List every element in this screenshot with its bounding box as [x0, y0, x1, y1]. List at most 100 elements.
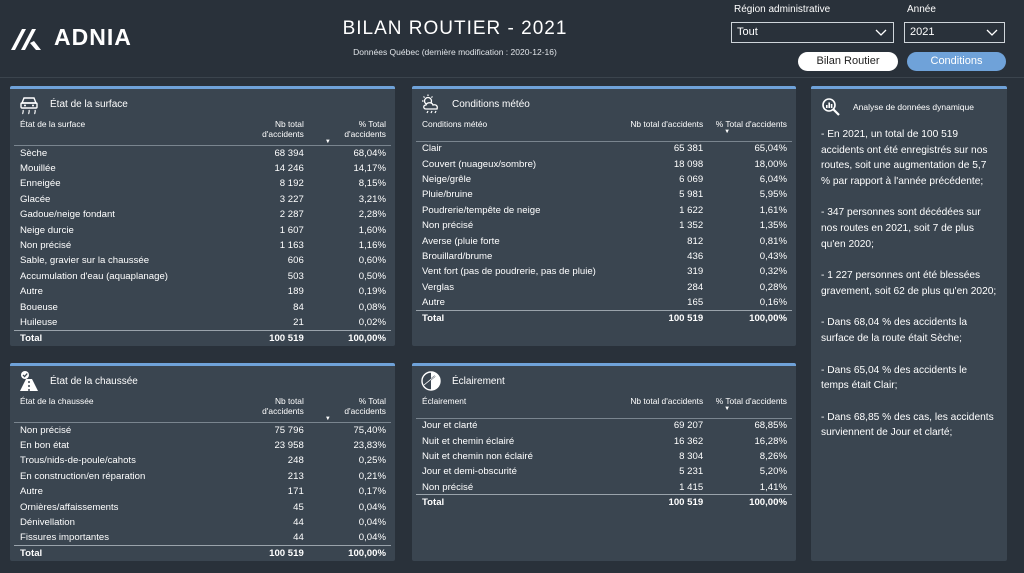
table-row[interactable]: Accumulation d'eau (aquaplanage) 503 0,50%	[14, 269, 391, 284]
row-label: Vent fort (pas de poudrerie, pas de plui…	[422, 266, 596, 278]
row-label: Nuit et chemin éclairé	[422, 435, 515, 447]
column-header[interactable]: État de la surface	[14, 119, 226, 146]
row-count: 75 796	[274, 424, 304, 436]
row-count: 44	[293, 517, 304, 529]
analysis-title: Analyse de données dynamique	[853, 102, 974, 112]
table-row[interactable]: Non précisé 75 796 75,40%	[14, 423, 391, 438]
table-row[interactable]: Trous/nids-de-poule/cahots 248 0,25%	[14, 453, 391, 468]
row-label: Total	[416, 309, 623, 326]
meteo-card: Conditions météo Conditions météo Nb tot…	[412, 86, 796, 346]
sort-desc-icon: ▼	[724, 129, 731, 135]
table-row[interactable]: En construction/en réparation 213 0,21%	[14, 469, 391, 484]
row-percent: 100,00%	[708, 494, 792, 511]
row-label: Brouillard/brume	[422, 250, 493, 262]
row-count: 248	[287, 455, 304, 467]
row-percent: 0,81%	[759, 235, 787, 247]
chaussee-table: État de la chaussée Nb total d'accidents…	[14, 396, 391, 562]
road-check-icon	[20, 371, 38, 391]
table-row[interactable]: Nuit et chemin éclairé 16 362 16,28%	[416, 433, 792, 448]
column-header[interactable]: % Total d'accidents ▼	[308, 119, 391, 146]
table-row[interactable]: Ornières/affaissements 45 0,04%	[14, 499, 391, 514]
row-count: 44	[293, 532, 304, 544]
analysis-paragraph: - Dans 68,04 % des accidents la surface …	[821, 317, 968, 344]
column-header[interactable]: Nb total d'accidents	[622, 119, 709, 142]
table-row[interactable]: Non précisé 1 163 1,16%	[14, 238, 391, 253]
table-row[interactable]: Non précisé 1 352 1,35%	[416, 218, 792, 233]
row-percent: 0,02%	[358, 316, 386, 328]
region-select[interactable]: Tout	[731, 22, 894, 43]
row-label: Verglas	[422, 281, 454, 293]
column-header[interactable]: Conditions météo	[416, 119, 623, 142]
table-row[interactable]: Jour et demi-obscurité 5 231 5,20%	[416, 464, 792, 479]
column-header[interactable]: Éclairement	[416, 396, 623, 419]
row-percent: 100,00%	[308, 545, 391, 562]
table-row[interactable]: Glacée 3 227 3,21%	[14, 192, 391, 207]
eclairement-table: Éclairement Nb total d'accidents % Total…	[416, 396, 792, 511]
column-header[interactable]: % Total d'accidents ▼	[708, 119, 792, 142]
year-select[interactable]: 2021	[904, 22, 1005, 43]
table-row[interactable]: Dénivellation 44 0,04%	[14, 515, 391, 530]
row-label: Total	[14, 329, 226, 346]
weather-icon	[422, 94, 438, 114]
analysis-icon	[822, 98, 840, 116]
table-row[interactable]: Pluie/bruine 5 981 5,95%	[416, 187, 792, 202]
row-label: Jour et demi-obscurité	[422, 466, 517, 478]
table-row[interactable]: Clair 65 381 65,04%	[416, 141, 792, 156]
table-row[interactable]: Fissures importantes 44 0,04%	[14, 530, 391, 545]
table-row[interactable]: En bon état 23 958 23,83%	[14, 438, 391, 453]
row-label: Clair	[422, 143, 442, 155]
row-label: En bon état	[20, 440, 70, 452]
conditions-button[interactable]: Conditions	[907, 52, 1006, 71]
table-row[interactable]: Autre 189 0,19%	[14, 284, 391, 299]
table-row[interactable]: Neige durcie 1 607 1,60%	[14, 222, 391, 237]
table-row[interactable]: Vent fort (pas de poudrerie, pas de plui…	[416, 264, 792, 279]
column-header[interactable]: % Total d'accidents ▼	[708, 396, 792, 419]
table-total-row: Total 100 519 100,00%	[416, 309, 792, 326]
table-row[interactable]: Enneigée 8 192 8,15%	[14, 176, 391, 191]
row-percent: 14,17%	[353, 163, 386, 175]
row-label: Non précisé	[20, 424, 72, 436]
row-count: 5 981	[679, 189, 704, 201]
row-percent: 5,95%	[759, 189, 787, 201]
table-row[interactable]: Poudrerie/tempête de neige 1 622 1,61%	[416, 203, 792, 218]
column-header[interactable]: Nb total d'accidents	[622, 396, 709, 419]
bilan-routier-button[interactable]: Bilan Routier	[798, 52, 898, 71]
table-row[interactable]: Sable, gravier sur la chaussée 606 0,60%	[14, 253, 391, 268]
chaussee-card: État de la chaussée État de la chaussée …	[10, 363, 395, 562]
row-label: Autre	[20, 286, 43, 298]
table-row[interactable]: Mouillée 14 246 14,17%	[14, 161, 391, 176]
page-title: BILAN ROUTIER - 2021	[342, 18, 568, 39]
column-header[interactable]: Nb total d'accidents	[225, 119, 309, 146]
table-row[interactable]: Autre 171 0,17%	[14, 484, 391, 499]
row-label: Accumulation d'eau (aquaplanage)	[20, 270, 168, 282]
surface-card: État de la surface État de la surface Nb…	[10, 86, 395, 346]
table-total-row: Total 100 519 100,00%	[14, 545, 391, 562]
table-row[interactable]: Averse (pluie forte 812 0,81%	[416, 233, 792, 248]
table-row[interactable]: Nuit et chemin non éclairé 8 304 8,26%	[416, 449, 792, 464]
table-row[interactable]: Neige/grêle 6 069 6,04%	[416, 172, 792, 187]
row-label: Glacée	[20, 193, 51, 205]
row-count: 18 098	[673, 158, 704, 170]
row-label: Couvert (nuageux/sombre)	[422, 158, 537, 170]
table-row[interactable]: Autre 165 0,16%	[416, 295, 792, 310]
sort-desc-icon: ▼	[324, 416, 331, 422]
table-row[interactable]: Boueuse 84 0,08%	[14, 299, 391, 314]
column-header[interactable]: État de la chaussée	[14, 396, 226, 423]
table-row[interactable]: Gadoue/neige fondant 2 287 2,28%	[14, 207, 391, 222]
eclairement-card: Éclairement Éclairement Nb total d'accid…	[412, 363, 796, 561]
region-select-value: Tout	[737, 26, 758, 38]
table-row[interactable]: Sèche 68 394 68,04%	[14, 146, 391, 161]
surface-card-title: État de la surface	[50, 98, 128, 110]
table-row[interactable]: Huileuse 21 0,02%	[14, 315, 391, 330]
row-percent: 18,00%	[754, 158, 787, 170]
row-count: 319	[687, 266, 704, 278]
column-header[interactable]: % Total d'accidents ▼	[308, 396, 391, 423]
table-row[interactable]: Non précisé 1 415 1,41%	[416, 480, 792, 495]
row-percent: 1,41%	[759, 481, 787, 493]
table-row[interactable]: Verglas 284 0,28%	[416, 280, 792, 295]
row-count: 100 519	[225, 545, 309, 562]
column-header[interactable]: Nb total d'accidents	[225, 396, 309, 423]
table-row[interactable]: Brouillard/brume 436 0,43%	[416, 249, 792, 264]
table-row[interactable]: Couvert (nuageux/sombre) 18 098 18,00%	[416, 156, 792, 171]
table-row[interactable]: Jour et clarté 69 207 68,85%	[416, 418, 792, 433]
